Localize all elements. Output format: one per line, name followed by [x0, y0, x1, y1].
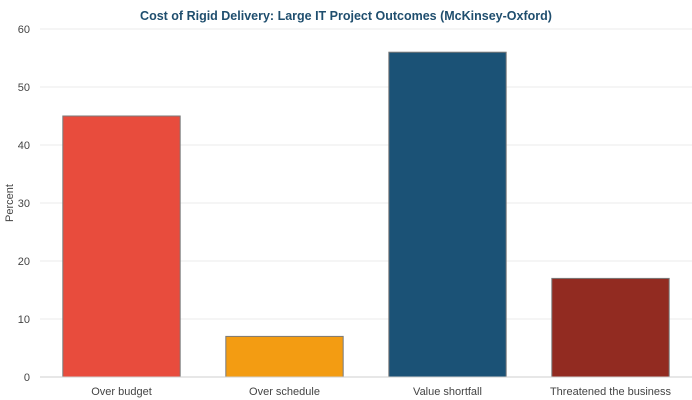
x-tick-label: Over schedule	[249, 386, 320, 398]
y-tick-label: 30	[18, 198, 30, 210]
y-tick-label: 40	[18, 140, 30, 152]
y-tick-label: 60	[18, 24, 30, 36]
x-tick-label: Value shortfall	[413, 386, 482, 398]
bars	[62, 51, 670, 378]
bar-value-shortfall	[388, 51, 507, 378]
axes: 0 10 20 30 40 50 60 Over budget Over schedule Val…	[18, 24, 692, 398]
y-tick-label: 50	[18, 82, 30, 94]
y-tick-label: 0	[24, 372, 30, 384]
y-axis-label: Percent	[4, 184, 16, 222]
y-tick-label: 10	[18, 314, 30, 326]
y-tick-label: 20	[18, 256, 30, 268]
bar-threatened-the-business	[551, 277, 670, 378]
x-tick-label: Over budget	[91, 386, 152, 398]
chart-title: Cost of Rigid Delivery: Large IT Project…	[140, 9, 552, 23]
bar-over-schedule	[225, 335, 344, 378]
x-tick-label: Threatened the business	[550, 386, 672, 398]
bar-over-budget	[62, 115, 181, 378]
